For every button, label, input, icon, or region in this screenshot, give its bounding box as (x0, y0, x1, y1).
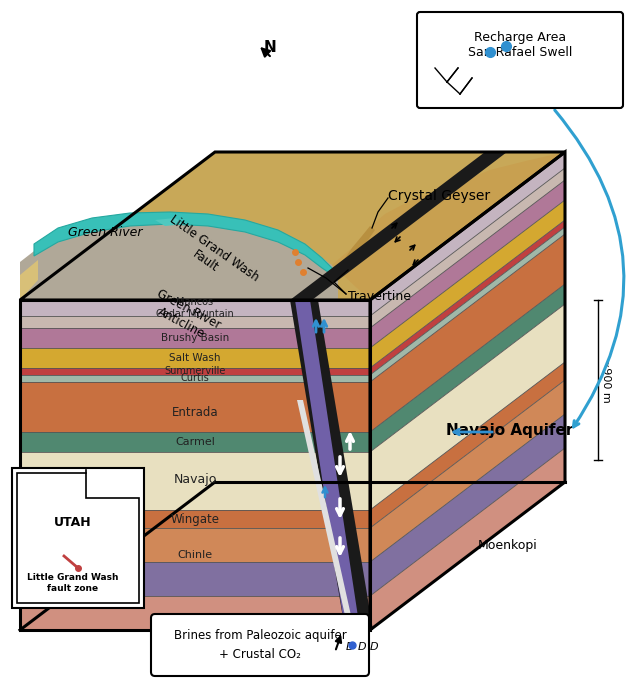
Text: Summerville: Summerville (164, 366, 226, 376)
Text: D: D (370, 642, 378, 652)
Polygon shape (370, 304, 565, 510)
Text: Brushy Basin: Brushy Basin (161, 333, 229, 343)
Polygon shape (370, 414, 565, 596)
Polygon shape (20, 510, 370, 528)
Polygon shape (370, 168, 565, 328)
Polygon shape (20, 328, 370, 348)
Text: Salt Wash: Salt Wash (169, 353, 221, 363)
Text: Entrada: Entrada (172, 405, 218, 419)
Text: Recharge Area: Recharge Area (474, 31, 566, 44)
Polygon shape (370, 180, 565, 348)
Text: Curtis: Curtis (181, 373, 209, 383)
Polygon shape (370, 200, 565, 368)
Text: Mancos
Cedar Mountain: Mancos Cedar Mountain (156, 297, 234, 319)
Text: Travertine: Travertine (348, 289, 411, 302)
Polygon shape (20, 348, 370, 368)
Polygon shape (34, 212, 334, 276)
Polygon shape (370, 152, 565, 316)
Polygon shape (20, 596, 370, 630)
Text: Brines from Paleozoic aquifer: Brines from Paleozoic aquifer (174, 629, 347, 642)
Text: + Crustal CO₂: + Crustal CO₂ (219, 648, 301, 661)
Text: Carmel: Carmel (175, 437, 215, 447)
Polygon shape (20, 528, 370, 562)
FancyBboxPatch shape (151, 614, 369, 676)
Text: Moenkopi: Moenkopi (478, 539, 538, 552)
Polygon shape (297, 400, 352, 620)
Polygon shape (332, 152, 565, 300)
Polygon shape (295, 300, 360, 630)
Polygon shape (370, 380, 565, 562)
Polygon shape (17, 473, 139, 603)
Polygon shape (20, 382, 370, 432)
Polygon shape (20, 432, 370, 452)
Polygon shape (290, 152, 507, 300)
Text: Navajo: Navajo (174, 473, 216, 486)
Polygon shape (370, 362, 565, 528)
Text: San Rafael Swell: San Rafael Swell (468, 46, 572, 59)
Polygon shape (335, 226, 375, 272)
Text: UTAH: UTAH (54, 516, 92, 530)
Text: Green River: Green River (68, 225, 142, 238)
Polygon shape (20, 452, 370, 510)
Polygon shape (20, 216, 338, 300)
Text: D: D (346, 642, 354, 652)
Text: Green River
Anticline: Green River Anticline (147, 287, 223, 345)
Polygon shape (155, 218, 185, 226)
Polygon shape (20, 375, 370, 382)
Polygon shape (20, 260, 38, 300)
Polygon shape (20, 562, 370, 596)
Text: Chinle: Chinle (177, 550, 213, 560)
Text: Navajo Aquifer: Navajo Aquifer (447, 422, 574, 437)
Polygon shape (20, 300, 370, 316)
Polygon shape (20, 316, 370, 328)
Polygon shape (370, 448, 565, 630)
Text: D: D (358, 642, 366, 652)
Text: Wingate: Wingate (170, 513, 220, 526)
Text: Little Grand Wash
Fault: Little Grand Wash Fault (159, 213, 261, 297)
Polygon shape (370, 220, 565, 375)
Text: N: N (264, 39, 276, 54)
FancyBboxPatch shape (417, 12, 623, 108)
Text: Little Grand Wash
fault zone: Little Grand Wash fault zone (27, 573, 119, 592)
Text: ~900 m: ~900 m (601, 358, 611, 402)
Polygon shape (370, 234, 565, 432)
Polygon shape (370, 227, 565, 382)
Polygon shape (290, 300, 373, 630)
Polygon shape (20, 152, 565, 300)
Polygon shape (370, 284, 565, 452)
Text: Crystal Geyser: Crystal Geyser (388, 189, 490, 203)
Polygon shape (20, 368, 370, 375)
FancyBboxPatch shape (12, 468, 144, 608)
